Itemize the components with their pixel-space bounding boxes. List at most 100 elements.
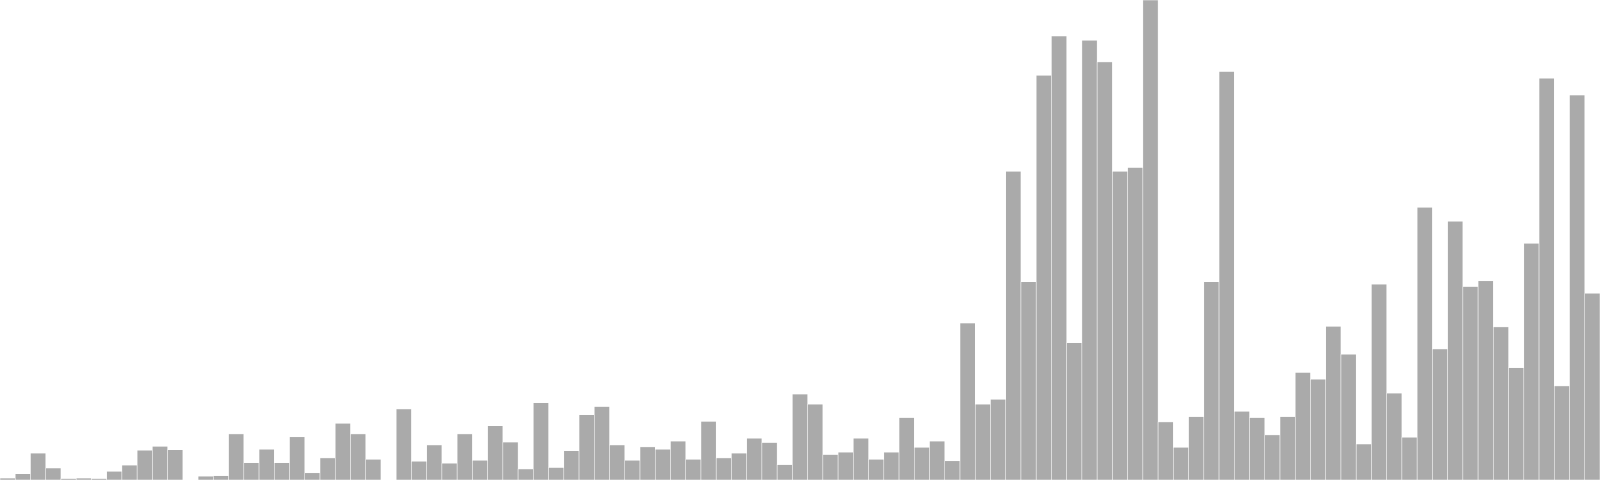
bar (654, 449, 671, 480)
bar (1249, 417, 1266, 480)
bar (395, 408, 412, 480)
bar (1462, 286, 1479, 480)
bar (700, 421, 717, 480)
bar (883, 451, 900, 480)
bar (1005, 171, 1022, 480)
bar (578, 414, 595, 480)
bar (1188, 416, 1205, 480)
bar (517, 468, 534, 480)
bar (411, 461, 427, 480)
bar (1325, 326, 1342, 480)
bar (1447, 221, 1464, 480)
bar (197, 475, 214, 480)
bar (1294, 372, 1311, 480)
bar (1310, 378, 1326, 480)
bar (1569, 94, 1586, 480)
bar (1218, 71, 1235, 480)
bar (1127, 167, 1144, 480)
bar (1432, 348, 1448, 480)
bar (670, 440, 686, 480)
bar (319, 457, 336, 480)
bar (1035, 75, 1052, 480)
bar (456, 433, 473, 480)
bar (213, 475, 229, 480)
bar (1477, 280, 1494, 480)
bar (959, 322, 976, 480)
bar (761, 442, 778, 480)
bar (1234, 411, 1250, 480)
bar (1340, 353, 1357, 480)
bar (1173, 447, 1189, 480)
bar (685, 459, 702, 480)
bar (776, 464, 793, 480)
bar (152, 446, 168, 480)
bar (274, 462, 290, 480)
bar (974, 403, 991, 480)
bar (1203, 281, 1220, 480)
bar (1081, 40, 1098, 480)
bar (563, 450, 580, 480)
bar (533, 402, 549, 480)
bar (1371, 283, 1387, 480)
bar (1096, 61, 1113, 480)
bar (1554, 385, 1570, 480)
bar (365, 459, 382, 480)
bar (898, 417, 915, 480)
bar (334, 423, 351, 480)
bar (929, 440, 946, 480)
bar (853, 437, 869, 480)
bar (1493, 326, 1509, 480)
bar (807, 403, 824, 480)
bar (121, 464, 138, 480)
bar (1538, 77, 1555, 480)
bar (45, 467, 62, 480)
bar (1279, 416, 1296, 480)
bar (472, 460, 488, 480)
bar (1508, 367, 1525, 480)
bar (426, 444, 443, 480)
bar (837, 451, 854, 480)
bar (30, 452, 46, 480)
bar (243, 462, 260, 480)
bar (502, 441, 519, 480)
bar (167, 449, 184, 480)
bar (1112, 171, 1128, 480)
bar (1020, 281, 1037, 480)
bar (1142, 0, 1159, 480)
bar (868, 459, 885, 480)
bar (746, 437, 763, 480)
bar (289, 436, 306, 480)
bar (487, 425, 504, 480)
bar (639, 446, 656, 480)
bar (548, 467, 565, 480)
bar (258, 449, 275, 480)
bar (1584, 293, 1600, 480)
bar (228, 433, 245, 480)
bar (731, 452, 747, 480)
bar (1416, 207, 1433, 480)
bar (441, 462, 458, 480)
bar (1051, 35, 1067, 480)
bar (990, 399, 1006, 480)
bar (106, 471, 123, 480)
bar (624, 460, 641, 480)
bar (822, 454, 839, 480)
bar (14, 473, 31, 480)
bar (1355, 443, 1372, 480)
bar (1523, 243, 1540, 480)
bar (1264, 434, 1281, 480)
bar (792, 393, 808, 480)
bar (914, 447, 930, 480)
bar (136, 449, 153, 480)
bar (1401, 437, 1418, 480)
bar (944, 460, 961, 480)
bar (1386, 392, 1403, 480)
bar (1066, 342, 1083, 480)
bar (715, 457, 732, 480)
bar (594, 406, 610, 480)
bar (609, 444, 626, 480)
bar (304, 472, 321, 480)
